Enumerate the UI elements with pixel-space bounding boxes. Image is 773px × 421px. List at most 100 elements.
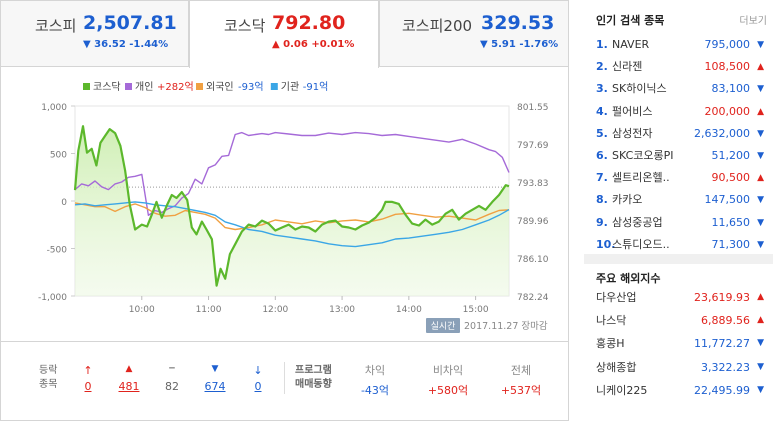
overseas-name[interactable]: 홍콩H [596, 337, 625, 351]
program-arbitrage-value: -43억 [360, 384, 390, 397]
popular-item[interactable]: 4. 펄어비스 200,000 ▲ [596, 101, 766, 123]
series-area-kosdaq [75, 126, 509, 296]
popular-more-link[interactable]: 더보기 [739, 16, 767, 27]
lower-limit-count[interactable]: 0 [254, 380, 262, 393]
arrow-down-icon: ▼ [757, 151, 764, 161]
popular-price: 795,000 [704, 38, 751, 51]
popular-item[interactable]: 7. 셀트리온헬.. 90,500 ▲ [596, 167, 766, 189]
legend-value: +282억 [157, 81, 194, 93]
popular-item[interactable]: 5. 삼성전자 2,632,000 ▼ [596, 123, 766, 145]
overseas-name[interactable]: 다우산업 [596, 291, 637, 304]
tab-kospi200-change: ▼ 5.91 -1.76% [480, 39, 559, 50]
legend-label: 기관 [281, 81, 299, 93]
breadth-rise[interactable]: ▲ 481 [114, 364, 144, 393]
breadth-lower-limit[interactable]: ↓ 0 [243, 364, 273, 393]
popular-rank: 8. [596, 193, 608, 207]
popular-item[interactable]: 6. SKC코오롱PI 51,200 ▼ [596, 145, 766, 167]
popular-rank: 3. [596, 82, 608, 96]
legend-label: 개인 [135, 81, 153, 93]
overseas-price: 11,772.27 [694, 337, 750, 351]
popular-item[interactable]: 8. 카카오 147,500 ▼ [596, 189, 766, 211]
popular-price: 90,500 [711, 171, 751, 185]
popular-rank: 5. [596, 126, 608, 140]
popular-name[interactable]: 삼성전자 [612, 126, 653, 140]
popular-name[interactable]: SK하이닉스 [612, 82, 667, 96]
popular-rank: 9. [596, 215, 608, 229]
popular-rank: 7. [596, 171, 608, 185]
legend-swatch [83, 83, 90, 90]
flat-count: 82 [165, 380, 179, 393]
popular-name[interactable]: 셀트리온헬.. [612, 171, 670, 185]
tab-kosdaq-value: 792.80 [272, 12, 346, 34]
program-label-top: 프로그램 [295, 365, 332, 376]
popular-name[interactable]: 펄어비스 [612, 104, 653, 118]
y-left-tick-label: 0 [61, 198, 67, 208]
popular-item[interactable]: 1. NAVER 795,000 ▼ [596, 34, 766, 56]
arrow-down-icon: ▼ [757, 338, 764, 349]
popular-name[interactable]: 신라젠 [612, 60, 643, 74]
popular-name[interactable]: 카카오 [612, 193, 643, 207]
side-panel: 인기 검색 종목 더보기 1. NAVER 795,000 ▼ 2. 신라젠 108,500… [584, 0, 773, 421]
rise-count[interactable]: 481 [118, 380, 140, 393]
side-divider [584, 254, 773, 264]
tab-kospi-name: 코스피 [35, 17, 77, 35]
overseas-item[interactable]: 나스닥 6,889.56 ▲ [596, 309, 766, 332]
fall-count[interactable]: 674 [204, 380, 226, 393]
popular-item[interactable]: 2. 신라젠 108,500 ▲ [596, 56, 766, 78]
realtime-badge: 실시간 [431, 321, 456, 332]
popular-rank: 1. [596, 38, 608, 51]
upper-limit-count[interactable]: 0 [84, 380, 92, 393]
tab-kospi200-value: 329.53 [481, 12, 555, 34]
popular-price: 83,100 [711, 82, 751, 96]
y-right-tick-label: 786.10 [517, 255, 549, 265]
y-right-tick-label: 793.83 [517, 179, 549, 189]
overseas-item[interactable]: 니케이225 22,495.99 ▼ [596, 379, 766, 402]
popular-price: 200,000 [704, 104, 751, 118]
series-line-kosdaq [73, 125, 510, 287]
breadth-fall[interactable]: ▼ 674 [200, 364, 230, 393]
overseas-item[interactable]: 상해종합 3,322.23 ▼ [596, 356, 766, 379]
overseas-name[interactable]: 니케이225 [596, 383, 648, 397]
popular-item[interactable]: 9. 삼성중공업 11,650 ▼ [596, 212, 766, 234]
overseas-item[interactable]: 홍콩H 11,772.27 ▼ [596, 332, 766, 355]
overseas-price: 3,322.23 [701, 360, 750, 374]
x-tick-label: 11:00 [196, 305, 222, 315]
program-total: 전체 +537억 [491, 362, 551, 398]
tab-kosdaq[interactable]: 코스닥 792.80 ▲ 0.06 +0.01% [189, 1, 379, 68]
breadth-upper-limit[interactable]: ↑ 0 [73, 364, 103, 393]
popular-item[interactable]: 3. SK하이닉스 83,100 ▼ [596, 78, 766, 100]
lower-limit-icon: ↓ [253, 364, 263, 377]
popular-price: 147,500 [704, 193, 751, 207]
breadth-flat: ━ 82 [157, 364, 187, 393]
y-left-tick-label: -500 [47, 246, 68, 256]
overseas-item[interactable]: 다우산업 23,619.93 ▲ [596, 286, 766, 309]
overseas-name[interactable]: 나스닥 [596, 314, 627, 328]
realtime-badge-bg [426, 318, 460, 333]
popular-price: 71,300 [711, 237, 751, 251]
arrow-up-icon: ▲ [757, 106, 764, 117]
popular-item[interactable]: 10. 스튜디오드.. 71,300 ▼ [596, 234, 766, 256]
x-tick-label: 10:00 [129, 305, 155, 315]
tab-kospi[interactable]: 코스피 2,507.81 ▼ 36.52 -1.44% [0, 1, 189, 67]
program-arbitrage: 차익 -43억 [345, 362, 405, 398]
tab-kospi200[interactable]: 코스피200 329.53 ▼ 5.91 -1.76% [379, 1, 569, 67]
legend-swatch [270, 83, 278, 90]
legend-value: -91억 [303, 81, 329, 93]
popular-name[interactable]: SKC코오롱PI [612, 149, 674, 162]
index-tabs: 코스피 2,507.81 ▼ 36.52 -1.44% 코스닥 792.80 ▲… [0, 0, 569, 68]
popular-name[interactable]: 스튜디오드.. [612, 237, 670, 251]
popular-name[interactable]: NAVER [612, 38, 650, 51]
chart-svg: 1,000 500 0 -500 -1,000 801.55 797.69 793.83 789… [38, 81, 549, 333]
overseas-price: 22,495.99 [694, 383, 750, 397]
arrow-down-icon: ▼ [757, 239, 764, 250]
arrow-down-icon: ▼ [757, 217, 764, 228]
popular-title: 인기 검색 종목 [596, 14, 665, 27]
arrow-down-icon: ▼ [757, 84, 764, 95]
timestamp: 2017.11.27 장마감 [464, 320, 548, 332]
overseas-name[interactable]: 상해종합 [596, 360, 637, 374]
upper-limit-icon: ↑ [83, 364, 93, 377]
popular-name[interactable]: 삼성중공업 [612, 215, 663, 229]
arrow-up-icon: ▲ [757, 62, 764, 73]
series-line-foreign [74, 202, 510, 231]
fall-icon: ▼ [211, 364, 219, 374]
